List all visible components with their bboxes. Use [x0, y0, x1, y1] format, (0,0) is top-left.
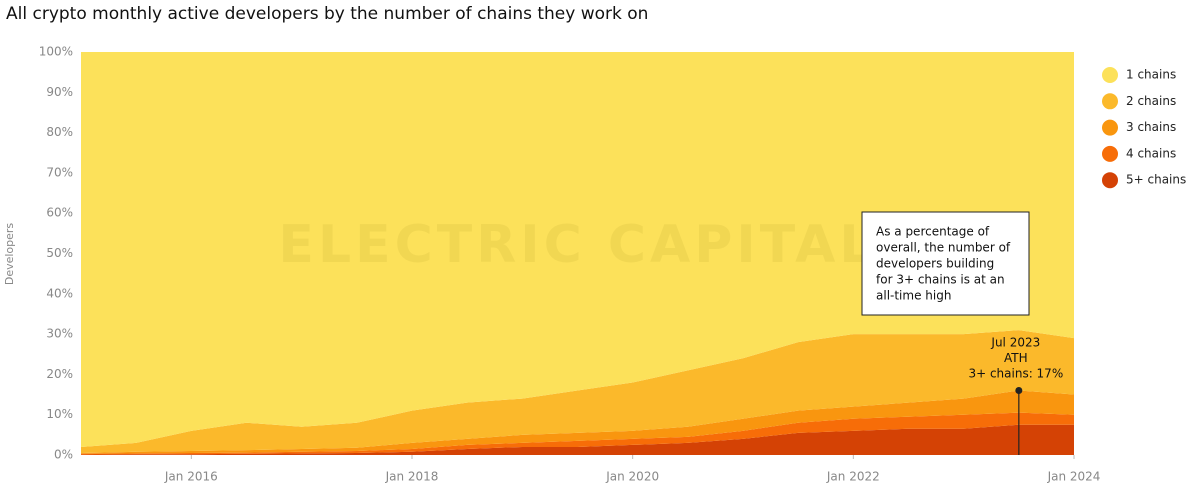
legend-marker: [1102, 172, 1118, 189]
y-tick-label: 60%: [46, 206, 73, 220]
legend-marker: [1102, 93, 1118, 110]
x-tick-label: Jan 2016: [164, 470, 218, 484]
annotation-text: As a percentage of: [876, 225, 990, 239]
y-tick-label: 0%: [54, 448, 73, 462]
watermark: ELECTRIC CAPITAL: [278, 215, 876, 275]
legend-label: 4 chains: [1126, 146, 1176, 160]
y-tick-label: 80%: [46, 125, 73, 139]
legend-label: 3 chains: [1126, 120, 1176, 134]
legend-label: 2 chains: [1126, 94, 1176, 108]
annotation-text: all-time high: [876, 289, 951, 303]
ath-label: ATH: [1004, 351, 1028, 365]
legend-marker: [1102, 145, 1118, 162]
annotation-text: overall, the number of: [876, 241, 1011, 255]
annotation-text: developers building: [876, 257, 994, 271]
annotation-text: for 3+ chains is at an: [876, 273, 1005, 287]
annotation-box: [861, 211, 1030, 316]
x-tick-label: Jan 2024: [1047, 470, 1101, 484]
y-tick-label: 100%: [39, 45, 73, 59]
y-tick-label: 90%: [46, 85, 73, 99]
y-tick-label: 50%: [46, 246, 73, 260]
chart-title: All crypto monthly active developers by …: [6, 4, 648, 24]
legend-marker: [1102, 119, 1118, 136]
legend-marker: [1102, 67, 1118, 83]
area: [81, 412, 1074, 455]
legend-label: 5+ chains: [1126, 173, 1186, 187]
x-tick-label: Jan 2020: [605, 470, 659, 484]
y-tick-label: 40%: [46, 286, 73, 300]
ath-label: Jul 2023: [990, 336, 1040, 350]
y-tick-label: 30%: [46, 327, 73, 341]
x-tick-label: Jan 2018: [385, 470, 439, 484]
y-axis-label: Developers: [3, 223, 16, 286]
x-tick-label: Jan 2022: [826, 470, 880, 484]
area: [81, 424, 1074, 455]
ath-label: 3+ chains: 17%: [968, 367, 1063, 381]
y-tick-label: 10%: [46, 407, 73, 421]
area: [81, 52, 1074, 447]
legend-label: 1 chains: [1126, 68, 1176, 82]
y-tick-label: 70%: [46, 165, 73, 179]
y-tick-label: 20%: [46, 367, 73, 381]
area: [81, 330, 1074, 453]
ath-dot: [1015, 387, 1023, 395]
